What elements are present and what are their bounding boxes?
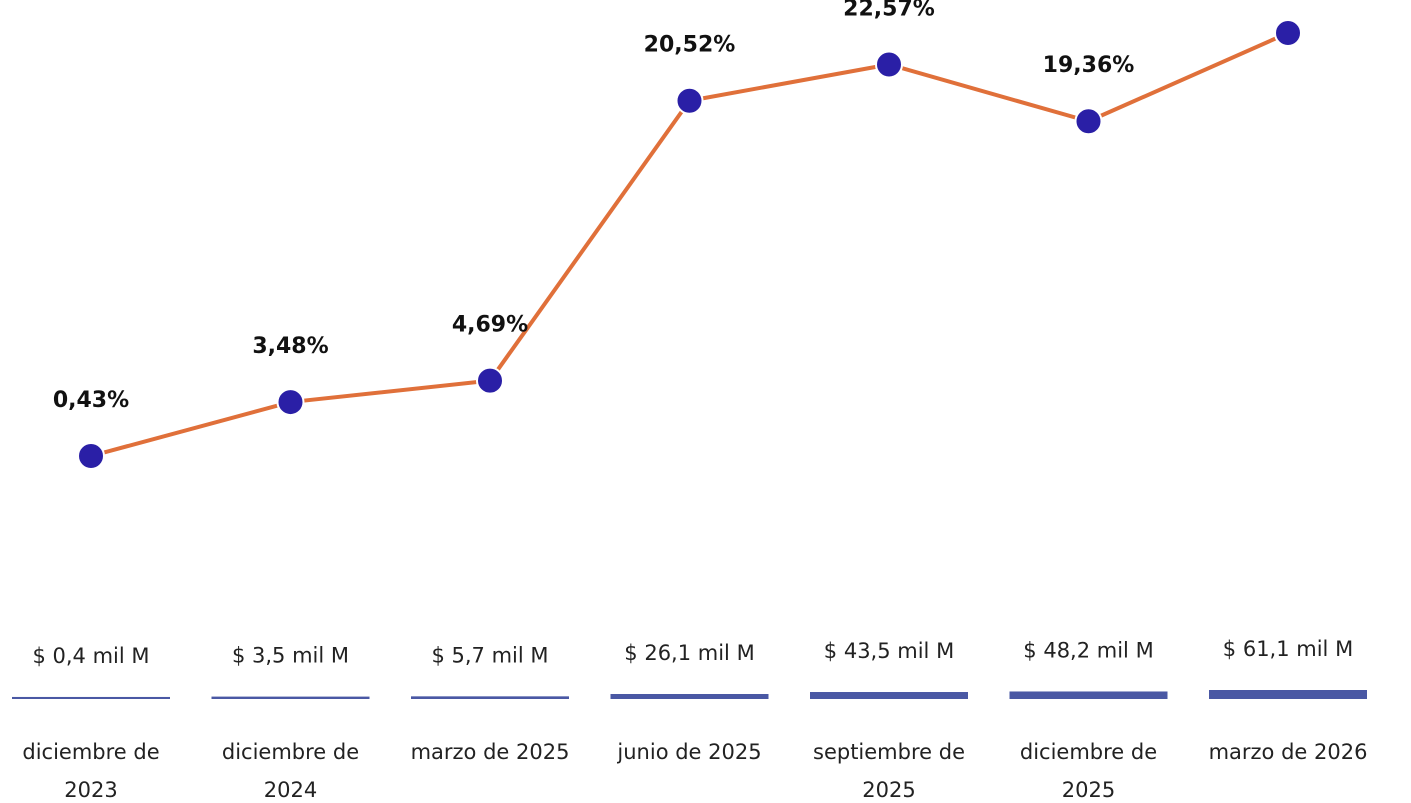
data-label: 4,69% [452,313,528,338]
data-label: $ 48,2 mil M [1023,638,1153,662]
bar [12,696,170,699]
marker [276,388,305,417]
x-tick-label: diciembre de 2023 [22,740,160,802]
marker [476,366,504,395]
data-label: 3,48% [252,334,328,359]
data-label: 20,52% [644,33,736,58]
marker [675,86,704,115]
marker [77,442,105,470]
data-label: 0,43% [53,388,129,413]
bar [1009,691,1168,699]
data-label: $ 43,5 mil M [824,639,954,663]
x-tick-label: diciembre de 2025 [1019,740,1158,802]
bar [211,696,370,699]
bar [610,694,769,699]
x-tick-label: marzo de 2026 [1208,740,1368,764]
marker [1074,107,1103,136]
marker [875,50,903,79]
x-tick-label: septiembre de 2025 [813,740,965,802]
data-label: 22,57% [843,0,935,21]
x-tick-label: junio de 2025 [617,740,762,764]
data-label: 19,36% [1043,53,1135,78]
bar [411,696,569,699]
marker [1274,19,1302,47]
bar [810,692,968,699]
data-label: $ 61,1 mil M [1223,637,1353,661]
bar [1209,690,1367,699]
data-label: $ 0,4 mil M [32,644,149,668]
data-label: $ 26,1 mil M [624,641,754,665]
data-label: $ 5,7 mil M [431,643,548,667]
data-label: $ 3,5 mil M [232,644,349,668]
x-tick-label: diciembre de 2024 [221,740,360,802]
x-tick-label: marzo de 2025 [410,740,570,764]
